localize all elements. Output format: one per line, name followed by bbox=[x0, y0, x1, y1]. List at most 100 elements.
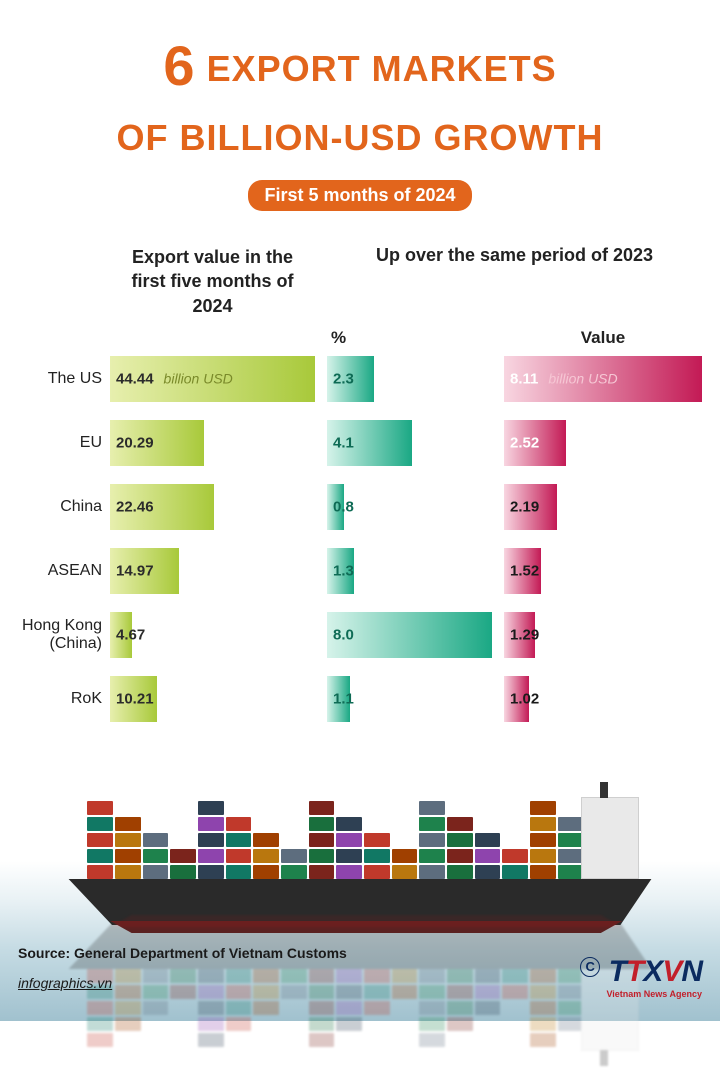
container bbox=[198, 801, 224, 815]
container bbox=[530, 865, 556, 879]
container bbox=[502, 849, 528, 863]
container bbox=[447, 817, 473, 831]
container bbox=[115, 849, 141, 863]
ship-bridge bbox=[581, 797, 639, 879]
container bbox=[558, 849, 584, 863]
container bbox=[336, 1001, 362, 1015]
container bbox=[309, 1033, 335, 1047]
container bbox=[336, 817, 362, 831]
logo-line: C TTXVN bbox=[580, 957, 702, 987]
container bbox=[447, 1017, 473, 1031]
container bbox=[336, 1017, 362, 1031]
container bbox=[309, 801, 335, 815]
chart-row: ASEAN14.971.31.52 bbox=[10, 548, 702, 594]
logo-letter: T bbox=[609, 957, 626, 987]
value-bar-cell: 1.52 bbox=[504, 548, 702, 594]
value-bar-cell: 2.19 bbox=[504, 484, 702, 530]
export-bar-label: 44.44billion USD bbox=[116, 371, 233, 388]
container bbox=[226, 849, 252, 863]
title-line1-rest: EXPORT MARKETS bbox=[196, 48, 557, 89]
container bbox=[419, 985, 445, 999]
container bbox=[226, 1001, 252, 1015]
container bbox=[475, 833, 501, 847]
container bbox=[475, 985, 501, 999]
logo-letter: V bbox=[662, 957, 681, 987]
container bbox=[419, 865, 445, 879]
container bbox=[364, 833, 390, 847]
container bbox=[447, 985, 473, 999]
pct-bar-label: 2.3 bbox=[333, 371, 354, 388]
container bbox=[143, 849, 169, 863]
row-label: RoK bbox=[10, 690, 110, 708]
chart-row: Hong Kong (China)4.678.01.29 bbox=[10, 612, 702, 658]
container bbox=[87, 817, 113, 831]
container bbox=[226, 833, 252, 847]
export-bar-label: 10.21 bbox=[116, 691, 154, 708]
container bbox=[87, 865, 113, 879]
chart-row: EU20.294.12.52 bbox=[10, 420, 702, 466]
container bbox=[392, 865, 418, 879]
container bbox=[309, 849, 335, 863]
chart-row: RoK10.211.11.02 bbox=[10, 676, 702, 722]
container bbox=[253, 1001, 279, 1015]
logo-text: TTXVN bbox=[609, 957, 702, 987]
container bbox=[502, 969, 528, 983]
container bbox=[87, 1017, 113, 1031]
container bbox=[364, 1001, 390, 1015]
value-bar-cell: 8.11billion USD bbox=[504, 356, 702, 402]
container bbox=[281, 849, 307, 863]
pct-bar-cell: 8.0 bbox=[327, 612, 492, 658]
container bbox=[336, 865, 362, 879]
pct-bar-cell: 0.8 bbox=[327, 484, 492, 530]
container bbox=[336, 849, 362, 863]
footer-site: infographics.vn bbox=[18, 975, 347, 991]
row-label: The US bbox=[10, 370, 110, 388]
title-big-number: 6 bbox=[163, 34, 195, 97]
value-bar-label: 2.52 bbox=[510, 435, 539, 452]
container bbox=[115, 865, 141, 879]
container bbox=[447, 969, 473, 983]
container bbox=[336, 833, 362, 847]
subheader-row: % Value bbox=[10, 328, 702, 348]
container bbox=[198, 1001, 224, 1015]
container bbox=[226, 817, 252, 831]
container bbox=[309, 865, 335, 879]
value-bar-cell: 2.52 bbox=[504, 420, 702, 466]
container bbox=[253, 833, 279, 847]
container bbox=[530, 969, 556, 983]
container bbox=[198, 865, 224, 879]
container bbox=[419, 833, 445, 847]
export-bar-cell: 14.97 bbox=[110, 548, 315, 594]
container bbox=[143, 865, 169, 879]
export-bar-cell: 4.67 bbox=[110, 612, 315, 658]
container bbox=[364, 969, 390, 983]
footer: Source: General Department of Vietnam Cu… bbox=[18, 945, 347, 991]
export-bar-cell: 22.46 bbox=[110, 484, 315, 530]
pct-bar-label: 0.8 bbox=[333, 499, 354, 516]
container bbox=[226, 1017, 252, 1031]
container bbox=[475, 1001, 501, 1015]
logo-letter: N bbox=[681, 957, 702, 987]
value-bar-label: 1.52 bbox=[510, 563, 539, 580]
subheader-pct: % bbox=[327, 328, 492, 348]
container bbox=[170, 849, 196, 863]
container bbox=[392, 969, 418, 983]
container bbox=[447, 865, 473, 879]
container bbox=[364, 865, 390, 879]
title-block: 6 EXPORT MARKETS OF BILLION-USD GROWTH F… bbox=[0, 0, 720, 211]
container bbox=[198, 1017, 224, 1031]
container bbox=[115, 1001, 141, 1015]
row-label: Hong Kong (China) bbox=[10, 617, 110, 654]
chart-row: China22.460.82.19 bbox=[10, 484, 702, 530]
container bbox=[419, 1017, 445, 1031]
row-label: ASEAN bbox=[10, 562, 110, 580]
container bbox=[475, 849, 501, 863]
container bbox=[143, 833, 169, 847]
container bbox=[558, 865, 584, 879]
container bbox=[309, 833, 335, 847]
ship-illustration bbox=[50, 775, 670, 925]
container bbox=[447, 849, 473, 863]
value-bar-label: 1.02 bbox=[510, 691, 539, 708]
export-bar-label: 20.29 bbox=[116, 435, 154, 452]
export-bar-label: 22.46 bbox=[116, 499, 154, 516]
